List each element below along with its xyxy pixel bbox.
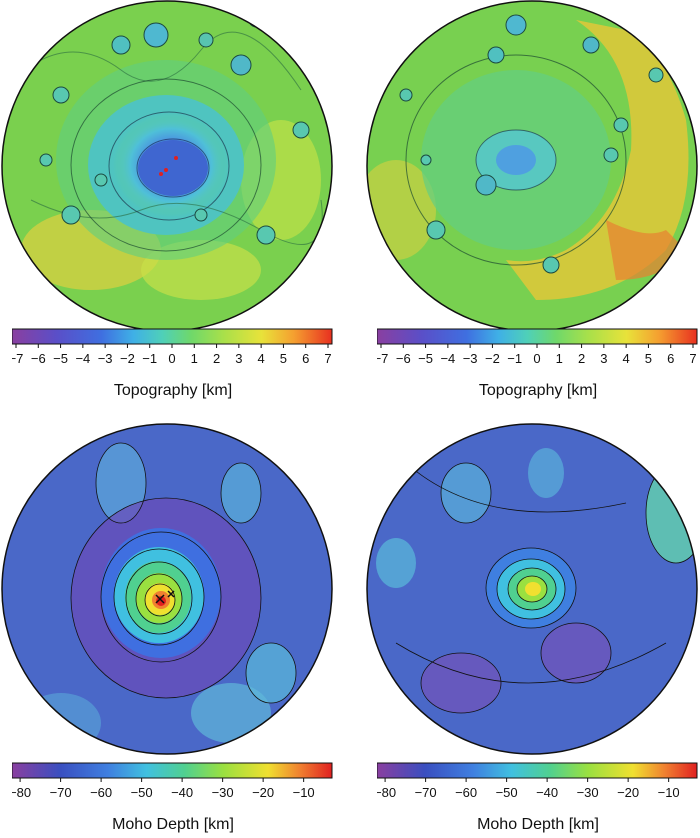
colorbar-tick-label: −5 (418, 351, 433, 366)
colorbar-tick-label: −4 (75, 351, 90, 366)
colorbar-tick-label: 6 (302, 351, 309, 366)
moho-map-right (366, 423, 698, 755)
colorbar-tick-label: −40 (536, 785, 558, 800)
colorbar-tick-label: 3 (600, 351, 607, 366)
colorbar-tick-label: −80 (377, 785, 396, 800)
colorbar-tick-label: −70 (50, 785, 72, 800)
colorbar-tick-label: −30 (212, 785, 234, 800)
colorbar-tick-label: −7 (12, 351, 23, 366)
moho-map-left (1, 423, 333, 755)
colorbar-tick-label: 7 (324, 351, 331, 366)
colorbar-tick-label: −1 (142, 351, 157, 366)
colorbar-tick-label: −40 (171, 785, 193, 800)
marker-cross (167, 590, 175, 598)
colorbar-tick-label: −70 (415, 785, 437, 800)
colorbar-tick-label: 1 (191, 351, 198, 366)
colorbar-tick-label: −5 (53, 351, 68, 366)
colorbar-tick-label: 3 (235, 351, 242, 366)
marker-dot (174, 156, 178, 160)
topography-colorbar-left: −7 −6 −5 −4 −3 −2 −1 0 1 2 3 4 5 6 7 (12, 327, 334, 372)
topography-map-right (366, 0, 698, 332)
colorbar-tick-label: 2 (213, 351, 220, 366)
colorbar-tick-label: −3 (98, 351, 113, 366)
moho-colorbar-label-left: Moho Depth [km] (112, 816, 234, 833)
topography-colorbar-label-left: Topography [km] (113, 382, 233, 399)
colorbar-tick-label: −2 (120, 351, 135, 366)
colorbar-tick-label: 0 (533, 351, 540, 366)
marker-dot (159, 172, 163, 176)
colorbar-tick-label: 2 (578, 351, 585, 366)
colorbar-tick-label: 4 (623, 351, 630, 366)
topography-colorbar-right: −7 −6 −5 −4 −3 −2 −1 0 1 2 3 4 5 6 7 (377, 327, 699, 372)
colorbar-tick-label: −80 (12, 785, 31, 800)
topography-map-left (1, 0, 333, 332)
colorbar-tick-label: −6 (31, 351, 46, 366)
colorbar-tick-label: 5 (645, 351, 652, 366)
colorbar-tick-label: −50 (496, 785, 518, 800)
colorbar-tick-label: −60 (455, 785, 477, 800)
colorbar-tick-label: 1 (556, 351, 563, 366)
colorbar-tick-label: −20 (617, 785, 639, 800)
colorbar-tick-label: −20 (252, 785, 274, 800)
colorbar-tick-label: −50 (131, 785, 153, 800)
marker-dot (164, 168, 168, 172)
colorbar-tick-label: −2 (485, 351, 500, 366)
colorbar-tick-label: −3 (463, 351, 478, 366)
colorbar-tick-label: −60 (90, 785, 112, 800)
colorbar-tick-label: −10 (658, 785, 680, 800)
colorbar-tick-label: −4 (440, 351, 455, 366)
moho-colorbar-label-right: Moho Depth [km] (477, 816, 599, 833)
topography-colorbar-label-right: Topography [km] (478, 382, 598, 399)
moho-colorbar-right: −80 −70 −60 −50 −40 −30 −20 −10 (377, 761, 699, 806)
colorbar-tick-label: 7 (689, 351, 696, 366)
marker-cross (155, 594, 165, 604)
colorbar-tick-label: −7 (377, 351, 388, 366)
colorbar-tick-label: 0 (168, 351, 175, 366)
colorbar-tick-label: 6 (667, 351, 674, 366)
colorbar-tick-label: 5 (280, 351, 287, 366)
colorbar-tick-label: −1 (507, 351, 522, 366)
colorbar-tick-label: −6 (396, 351, 411, 366)
colorbar-tick-label: −30 (577, 785, 599, 800)
colorbar-tick-label: 4 (258, 351, 265, 366)
moho-colorbar-left: −80 −70 −60 −50 −40 −30 −20 −10 (12, 761, 334, 806)
colorbar-tick-label: −10 (293, 785, 315, 800)
